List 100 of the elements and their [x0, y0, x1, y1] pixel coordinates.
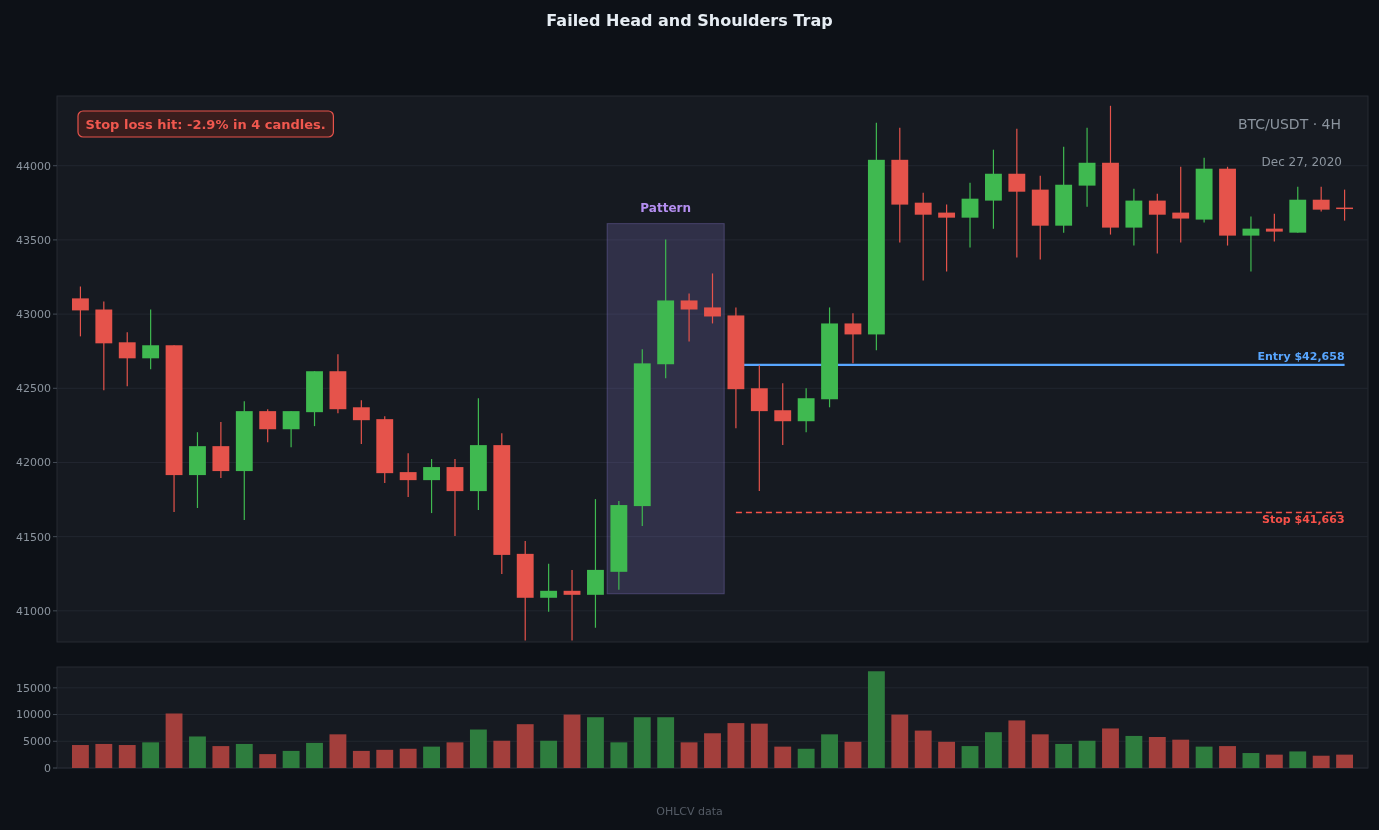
y-tick-label: 43000: [16, 307, 51, 321]
y-tick-label: 10000: [16, 708, 51, 722]
bar: [914, 730, 932, 768]
bar: [446, 742, 464, 768]
bar: [961, 746, 979, 768]
bar: [1312, 755, 1330, 768]
bar: [1125, 735, 1143, 768]
bar: [376, 749, 394, 768]
chart-title: Failed Head and Shoulders Trap: [546, 11, 833, 30]
candlestick: [1148, 193, 1166, 255]
bar: [235, 743, 253, 768]
bar: [1242, 753, 1260, 768]
y-tick-label: 42000: [16, 456, 51, 470]
annotation: Pattern: [640, 200, 692, 215]
candlestick: [282, 410, 300, 448]
bar: [1055, 743, 1073, 768]
bar: [563, 714, 581, 768]
bar: [329, 734, 347, 768]
y-tick-label: 44000: [16, 159, 51, 173]
bar: [142, 742, 160, 768]
candlestick: [1312, 186, 1330, 213]
bar: [867, 671, 885, 768]
candlestick: [680, 292, 698, 342]
bar: [610, 742, 628, 768]
y-tick-label: 0: [44, 761, 51, 775]
candlestick: [938, 204, 956, 273]
bar: [71, 745, 89, 768]
bar: [657, 717, 675, 768]
y-tick-label: 43500: [16, 233, 51, 247]
candlestick: [352, 399, 370, 445]
bar: [704, 733, 721, 768]
candlestick: [750, 364, 768, 492]
bar: [1172, 739, 1190, 768]
candlestick: [844, 312, 862, 364]
bar: [493, 740, 511, 768]
y-tick-label: 41500: [16, 530, 51, 544]
bar: [1148, 737, 1166, 768]
candlestick: [774, 382, 792, 446]
bar: [844, 741, 862, 768]
candlestick: [1265, 213, 1283, 243]
annotation: Dec 27, 2020: [1261, 155, 1342, 169]
candlestick: [118, 331, 136, 387]
bar: [189, 736, 206, 768]
candlestick: [540, 563, 558, 613]
bar: [727, 723, 745, 768]
candlestick: [563, 569, 581, 642]
bar: [1031, 734, 1049, 768]
bar: [938, 741, 956, 768]
bar: [1265, 754, 1283, 768]
bar: [1102, 728, 1119, 768]
bar: [633, 717, 651, 768]
bar: [891, 714, 909, 768]
bar: [352, 750, 370, 768]
bar: [259, 754, 277, 768]
candlestick: [1242, 216, 1260, 273]
candlestick: [704, 272, 721, 325]
candlestick: [142, 308, 160, 370]
bar: [282, 750, 300, 768]
bar: [118, 745, 136, 768]
y-tick-label: 42500: [16, 382, 51, 396]
bar: [587, 717, 604, 768]
bar: [985, 732, 1002, 768]
bar: [1078, 740, 1096, 768]
y-tick-label: 15000: [16, 681, 51, 695]
candlestick: [1008, 128, 1026, 259]
bar: [680, 742, 698, 768]
bar: [1008, 720, 1026, 768]
bar: [774, 746, 792, 768]
text: OHLCV data: [656, 805, 723, 818]
bar: [306, 742, 323, 768]
bar: [750, 723, 768, 768]
bar: [423, 746, 440, 768]
ref-line-label: Stop $41,663: [1262, 513, 1345, 527]
y-tick-label: 41000: [16, 604, 51, 618]
bar: [516, 724, 534, 768]
ref-line-label: Entry $42,658: [1257, 349, 1345, 363]
bar: [95, 743, 113, 768]
annotation: Stop loss hit: -2.9% in 4 candles.: [85, 117, 326, 132]
bar: [165, 713, 183, 768]
candlestick: [399, 452, 417, 498]
candlestick: [259, 408, 277, 443]
bar: [797, 748, 815, 768]
candlestick: [914, 192, 932, 282]
candlestick: [1172, 166, 1190, 244]
candlestick: [961, 182, 979, 249]
bar: [1219, 746, 1236, 768]
candlestick: [71, 285, 89, 337]
bar: [469, 729, 487, 768]
candlestick: [1078, 127, 1096, 208]
bar: [212, 746, 230, 768]
y-tick-label: 5000: [23, 735, 51, 749]
candlestick: [797, 387, 815, 433]
candlestick: [423, 458, 440, 514]
bar: [821, 734, 838, 768]
annotation: BTC/USDT · 4H: [1237, 116, 1341, 132]
bar: [1195, 746, 1213, 768]
bar: [1289, 751, 1307, 768]
bar: [540, 740, 558, 768]
bar: [1336, 754, 1354, 768]
bar: [399, 748, 417, 768]
